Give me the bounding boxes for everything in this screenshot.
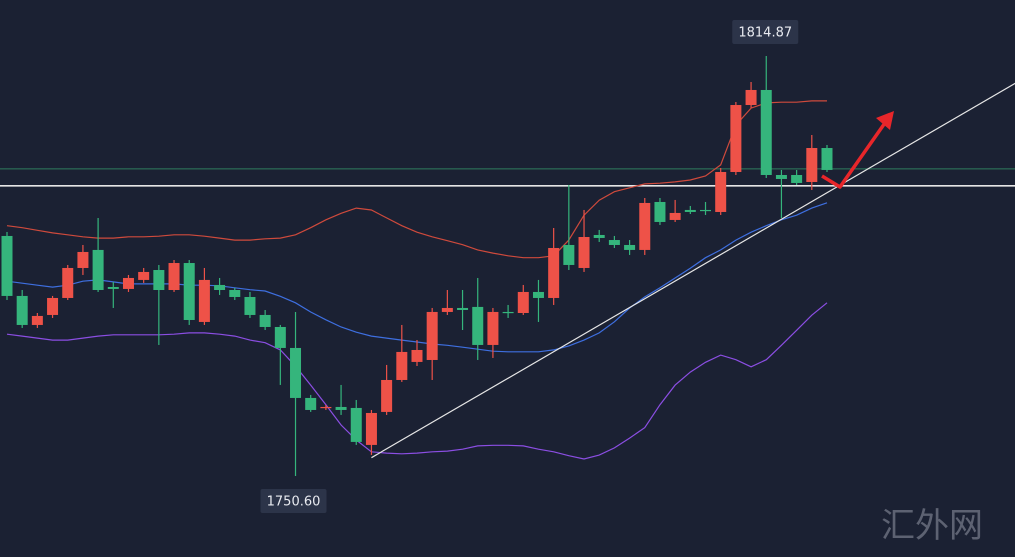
- candle-body: [654, 201, 666, 222]
- candle-body: [532, 291, 544, 298]
- candle-body: [593, 234, 605, 238]
- candle-body: [122, 277, 134, 289]
- candle-body: [730, 105, 742, 172]
- candle-body: [365, 412, 377, 445]
- candle-body: [411, 349, 423, 362]
- candle-body: [214, 284, 226, 291]
- band-line: [6, 202, 828, 353]
- candle-body: [715, 171, 727, 212]
- candle-body: [806, 148, 818, 182]
- candle-body: [624, 244, 636, 250]
- candle-body: [335, 406, 347, 410]
- candle-body: [274, 326, 286, 348]
- arrow-head: [876, 111, 894, 130]
- candle-body: [229, 290, 241, 297]
- candle-body: [684, 209, 696, 212]
- candle-body: [62, 267, 74, 298]
- candle-body: [775, 174, 787, 179]
- candle-body: [441, 307, 453, 312]
- candle-body: [198, 279, 210, 322]
- candle-body: [639, 202, 651, 250]
- candle-body: [77, 251, 89, 268]
- candle-body: [396, 351, 408, 380]
- candle-body: [669, 212, 681, 220]
- candle-body: [107, 286, 119, 289]
- price-label: 1750.60: [267, 494, 321, 509]
- band-line: [6, 100, 827, 259]
- candle-body: [487, 311, 499, 345]
- candle-body: [791, 174, 803, 183]
- watermark: 汇外网: [881, 506, 983, 546]
- candle-body: [578, 237, 590, 268]
- candle-body: [472, 306, 484, 345]
- price-label-box: [260, 488, 327, 513]
- candle-body: [608, 240, 620, 245]
- candle-body: [548, 247, 560, 298]
- candle-body: [457, 307, 469, 310]
- candle-body: [1, 235, 13, 296]
- candle-body: [31, 315, 43, 325]
- candle-body: [563, 244, 575, 265]
- candle-body: [517, 291, 529, 314]
- candle-body: [244, 296, 256, 315]
- candle-body: [16, 295, 28, 325]
- candle-body: [290, 347, 302, 398]
- candle-body: [381, 379, 393, 412]
- candle-body: [259, 314, 271, 327]
- candle-body: [502, 311, 514, 314]
- candle-body: [821, 148, 833, 170]
- candle-body: [350, 407, 362, 442]
- candle-body: [305, 397, 317, 410]
- candle-body: [168, 263, 180, 291]
- candle-body: [153, 270, 165, 291]
- candle-body: [426, 311, 438, 360]
- price-label-box: [732, 20, 799, 45]
- candle-body: [760, 89, 772, 175]
- band-line: [6, 302, 828, 460]
- arrow: [821, 118, 889, 189]
- price-label: 1814.87: [738, 26, 792, 41]
- candle-body: [138, 271, 150, 280]
- candle-body: [47, 297, 59, 315]
- candle-body: [700, 209, 712, 212]
- candle-body: [745, 89, 757, 106]
- trend-line: [371, 82, 1015, 459]
- candle-body: [92, 249, 104, 291]
- candle-body: [320, 406, 332, 409]
- candle-body: [183, 263, 195, 320]
